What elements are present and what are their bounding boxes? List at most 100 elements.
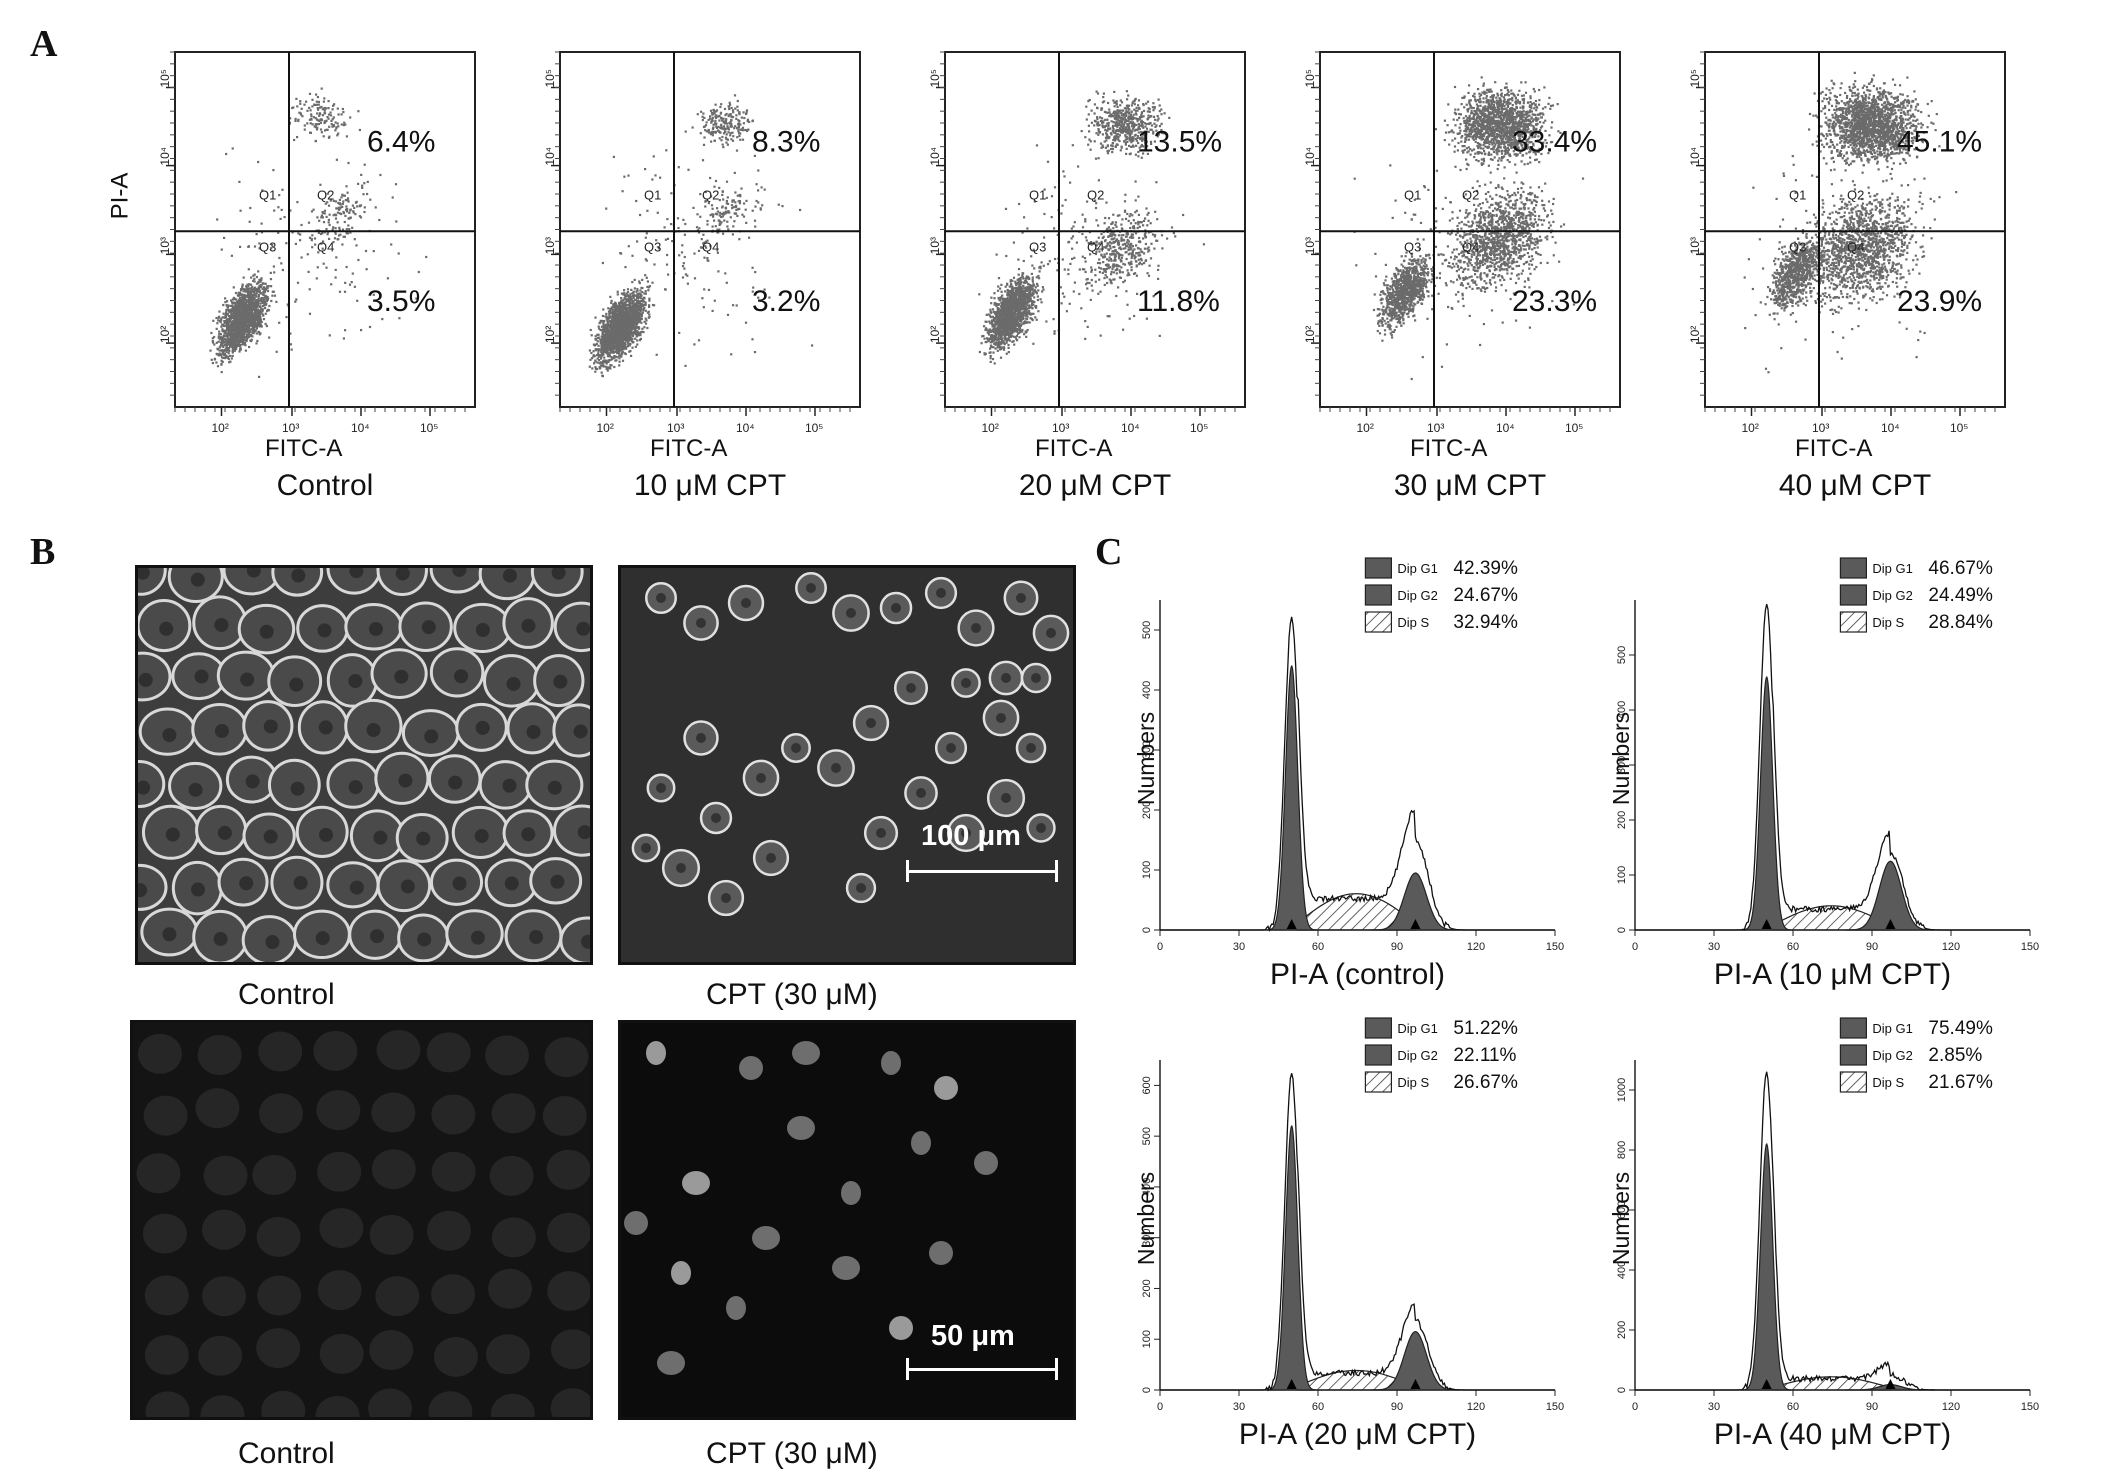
- dot-cloud: [1354, 76, 1585, 380]
- quadrant-label-q4: Q4: [702, 239, 719, 254]
- cell-nucleus: [574, 724, 588, 738]
- cell-core: [791, 743, 801, 753]
- dim-nucleus: [485, 1035, 529, 1075]
- quadrant-label-q2: Q2: [1462, 187, 1479, 202]
- condition-label: 10 μM CPT: [600, 469, 820, 503]
- scale-bar-100-label: 100 μm: [921, 820, 1021, 853]
- legend-name: Dip S: [1397, 615, 1429, 630]
- dim-nucleus: [316, 1090, 360, 1130]
- lower-right-percentage: 3.2%: [752, 285, 820, 318]
- legend-swatch: [1365, 1018, 1391, 1038]
- quadrant-label-q4: Q4: [1087, 239, 1104, 254]
- dim-nucleus: [204, 1156, 248, 1196]
- dim-nucleus: [547, 1150, 590, 1190]
- quadrant-label-q2: Q2: [702, 187, 719, 202]
- x-tick-label: 10⁴: [1121, 421, 1140, 435]
- cell-nucleus: [529, 930, 543, 944]
- quadrant-label-q2: Q2: [1847, 187, 1864, 202]
- legend-name: Dip G2: [1397, 588, 1437, 603]
- cell-nucleus: [349, 780, 363, 794]
- dim-nucleus: [256, 1328, 300, 1368]
- y-tick-label: 10²: [1303, 326, 1317, 343]
- legend-name: Dip G1: [1397, 561, 1437, 576]
- dim-nucleus: [434, 1337, 478, 1377]
- x-tick-label: 60: [1312, 1401, 1324, 1413]
- x-tick-label: 0: [1157, 1401, 1163, 1413]
- legend-name: Dip G1: [1397, 1021, 1437, 1036]
- dim-nucleus: [370, 1215, 414, 1255]
- g1-peak: [1742, 1144, 1790, 1390]
- cell-nucleus: [507, 677, 521, 691]
- panel-letter-a: A: [30, 22, 57, 66]
- x-tick-label: 120: [1942, 1401, 1960, 1413]
- y-tick-label: 500: [1141, 621, 1153, 639]
- g1-peak: [1267, 1126, 1315, 1390]
- cell-nucleus: [240, 673, 254, 687]
- cell-core: [831, 763, 841, 773]
- quadrant-label-q1: Q1: [644, 187, 661, 202]
- y-tick-label: 10⁵: [543, 69, 557, 87]
- y-tick-label: 10²: [158, 326, 172, 343]
- legend-value: 42.39%: [1453, 558, 1518, 579]
- cell-nucleus: [191, 883, 205, 897]
- bright-nucleus: [787, 1116, 815, 1140]
- y-tick-label: 10²: [543, 326, 557, 343]
- y-tick-label: 10⁵: [1303, 69, 1317, 87]
- legend-value: 21.67%: [1928, 1072, 1993, 1093]
- cell-core: [996, 713, 1006, 723]
- micrograph-cpt-fluorescence-image: [621, 1023, 1073, 1417]
- upper-right-percentage: 33.4%: [1512, 125, 1597, 158]
- dim-nucleus: [490, 1156, 534, 1196]
- quadrant-label-q3: Q3: [644, 239, 661, 254]
- legend-swatch: [1840, 612, 1866, 632]
- legend-value: 2.85%: [1928, 1045, 1982, 1066]
- bright-nucleus: [792, 1041, 820, 1065]
- x-tick-label: 10⁵: [805, 421, 823, 435]
- y-tick-label: 100: [1141, 1330, 1153, 1348]
- cell-nucleus: [553, 675, 567, 689]
- x-tick-label: 10²: [982, 421, 999, 435]
- condition-label: 40 μM CPT: [1745, 469, 1965, 503]
- cell-core: [961, 678, 971, 688]
- legend-name: Dip G1: [1872, 1021, 1912, 1036]
- legend-name: Dip G2: [1872, 1048, 1912, 1063]
- cell-nucleus: [264, 830, 278, 844]
- micrograph-control-phase: [135, 565, 593, 965]
- dim-nucleus: [319, 1208, 363, 1248]
- dim-nucleus: [486, 1334, 530, 1374]
- cell-core: [1046, 628, 1056, 638]
- g2-peak-marker: [1885, 1379, 1895, 1389]
- scale-bar-100: [906, 870, 1058, 873]
- cell-core: [656, 593, 666, 603]
- dim-nucleus: [428, 1391, 472, 1417]
- cell-core: [721, 893, 731, 903]
- quadrant-label-q3: Q3: [1404, 239, 1421, 254]
- y-tick-label: 10⁵: [928, 69, 942, 87]
- y-tick-label: 200: [1141, 1279, 1153, 1297]
- micrograph-control-fluorescence-image: [133, 1023, 590, 1417]
- quadrant-label-q2: Q2: [317, 187, 334, 202]
- cell-nucleus: [214, 618, 228, 632]
- quadrant-label-q4: Q4: [1462, 239, 1479, 254]
- histogram-y-axis-label: Numbers: [1608, 1172, 1635, 1265]
- y-tick-label: 800: [1616, 1141, 1628, 1159]
- x-tick-label: 30: [1708, 941, 1720, 953]
- histogram-x-axis-label: PI-A (10 μM CPT): [1635, 958, 2030, 992]
- x-tick-label: 0: [1632, 1401, 1638, 1413]
- y-tick-label: 10³: [1303, 237, 1317, 254]
- x-tick-label: 120: [1467, 941, 1485, 953]
- dim-nucleus: [195, 1088, 239, 1128]
- cell-nucleus: [476, 623, 490, 637]
- cell-nucleus: [166, 828, 180, 842]
- dim-nucleus: [551, 1329, 590, 1369]
- histogram-x-axis-label: PI-A (40 μM CPT): [1635, 1418, 2030, 1452]
- y-tick-label: 0: [1616, 927, 1628, 933]
- cell-core: [906, 683, 916, 693]
